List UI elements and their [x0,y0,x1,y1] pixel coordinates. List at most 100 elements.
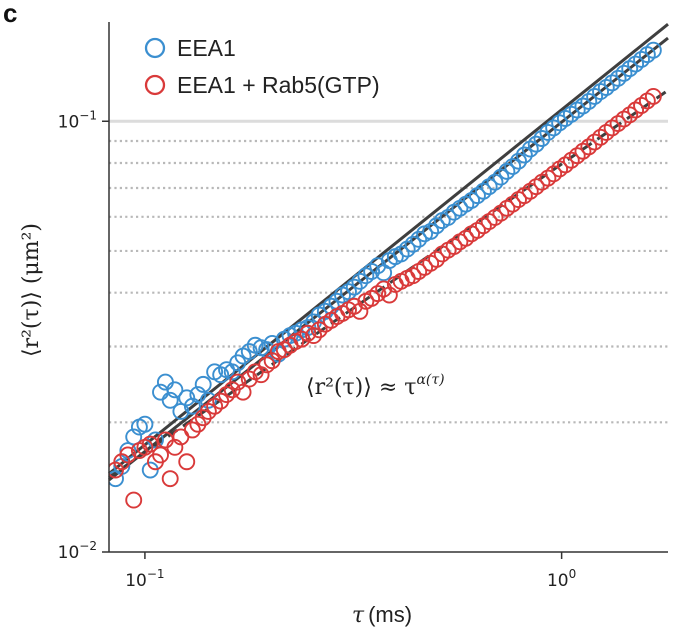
point-series-1-10 [161,470,179,488]
point-series-1-46 [369,285,387,303]
point-series-1-89 [621,106,639,124]
point-series-0-41 [340,283,357,301]
legend-label-eea1: EEA1 [177,35,236,61]
point-series-0-52 [404,235,422,253]
point-series-0-91 [633,50,650,68]
annotation-exponent: α(τ) [416,372,444,388]
point-series-0-81 [574,97,592,115]
panel-label: c [3,0,17,28]
point-series-0-43 [351,272,369,290]
point-series-0-62 [463,191,481,209]
point-series-1-18 [206,397,224,415]
point-series-1-20 [218,386,235,404]
point-series-0-64 [474,182,492,200]
point-series-1-67 [492,204,510,222]
point-series-0-5 [136,415,154,433]
point-series-1-36 [310,321,328,339]
point-series-1-27 [258,356,276,374]
point-series-0-55 [422,222,440,240]
point-series-1-83 [586,133,604,151]
legend-label-eea1-rab5: EEA1 + Rab5(GTP) [177,72,380,98]
point-series-0-73 [527,135,545,153]
point-series-1-3 [125,491,143,509]
x-axis-label: τ (ms) [352,602,412,628]
point-series-0-51 [398,240,416,258]
point-series-0-70 [510,152,527,170]
point-series-1-59 [445,238,463,255]
point-series-1-26 [252,366,270,384]
point-series-0-24 [240,343,258,360]
point-series-1-2 [119,446,137,464]
point-series-0-68 [498,162,516,180]
point-series-1-22 [229,373,247,391]
y-tick-label-0: 10−2 [58,539,97,563]
annotation: ⟨r²(τ)⟩ ≈ τα(τ) [306,372,445,400]
point-series-1-52 [404,267,422,285]
point-series-0-42 [345,278,363,296]
annotation-lhs: ⟨r²(τ)⟩ ≈ τ [306,375,416,400]
point-series-0-21 [223,363,241,381]
legend-marker-eea1 [144,37,166,59]
point-series-0-71 [515,146,533,164]
x-tick-label-0: 10−1 [125,567,164,591]
point-series-1-6 [141,435,159,453]
point-series-0-13 [178,389,196,407]
data-points [109,41,662,509]
point-series-1-82 [580,138,598,156]
point-series-0-56 [428,217,445,235]
legend: EEA1 EEA1 + Rab5(GTP) [144,35,380,98]
x-axis-symbol: τ [352,603,365,628]
fit-line-0 [108,23,669,475]
point-series-0-87 [609,69,627,87]
point-series-1-42 [345,297,363,315]
point-series-0-10 [161,391,179,409]
point-series-0-85 [597,79,615,96]
point-series-0-74 [533,130,551,147]
point-series-0-45 [363,263,381,280]
point-series-1-91 [633,97,650,114]
point-series-0-76 [545,119,563,137]
point-series-1-76 [545,165,563,183]
point-series-0-6 [141,461,159,479]
point-series-1-69 [504,195,522,213]
point-series-0-75 [539,123,557,141]
point-series-1-93 [644,87,662,105]
point-series-0-66 [486,173,504,191]
point-series-1-8 [152,446,169,464]
point-series-0-88 [615,64,633,82]
point-series-1-47 [375,280,393,298]
point-series-0-11 [166,381,184,399]
legend-marker-eea1-rab5 [144,74,166,96]
ticks: 10−2 10−1 10−1 100 [58,108,577,591]
x-tick-label-1: 100 [547,567,576,591]
point-series-1-33 [293,330,311,348]
point-series-0-19 [212,366,230,384]
axes [108,22,668,553]
point-series-1-28 [263,352,281,370]
point-series-0-15 [189,386,207,404]
point-series-0-53 [410,230,428,248]
y-axis-label: ⟨r²(τ)⟩ (μm²) [19,223,44,357]
fit-line-2 [108,89,669,479]
point-series-1-35 [305,327,323,345]
point-series-0-16 [194,375,212,393]
point-series-0-67 [492,168,510,186]
point-series-0-17 [199,391,217,409]
point-series-0-69 [504,158,522,175]
point-series-1-84 [592,128,610,146]
point-series-0-82 [580,92,598,110]
x-axis-unit: (ms) [368,602,412,627]
point-series-0-58 [439,208,457,226]
point-series-1-56 [428,250,445,268]
point-series-1-61 [457,229,475,247]
point-series-1-73 [527,178,545,196]
point-series-1-80 [568,147,586,165]
point-series-1-13 [178,453,196,471]
point-series-1-85 [597,123,615,141]
y-tick-label-1: 10−1 [58,108,97,132]
point-series-1-30 [275,341,293,359]
point-series-1-43 [351,302,369,320]
point-series-0-89 [621,60,639,78]
point-series-0-83 [586,87,604,105]
